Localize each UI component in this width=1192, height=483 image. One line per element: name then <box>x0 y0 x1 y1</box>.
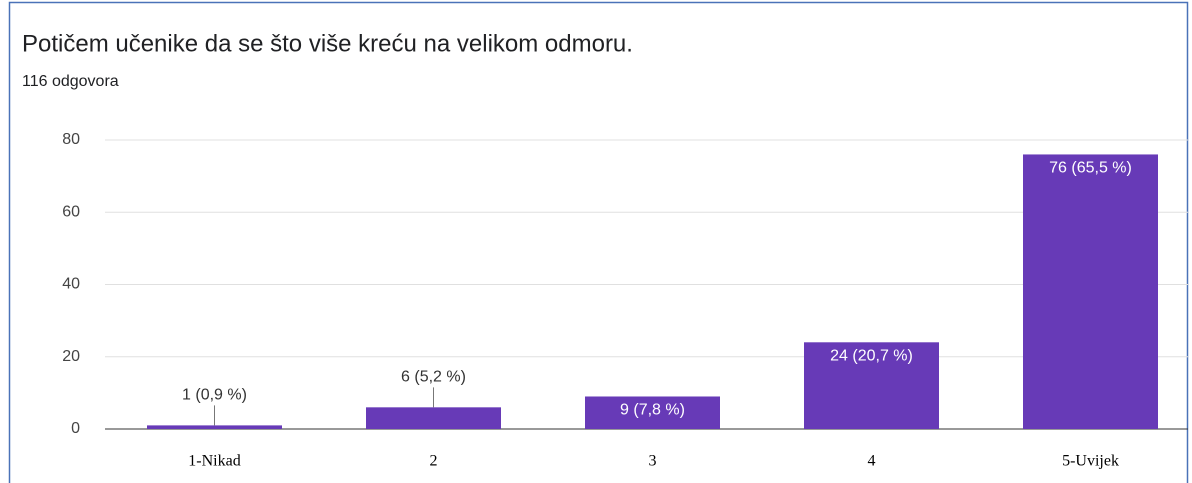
x-tick-label: 5-Uvijek <box>1062 453 1119 470</box>
value-label: 6 (5,2 %) <box>401 369 466 386</box>
bar <box>147 425 282 429</box>
y-tick-label: 40 <box>62 276 80 293</box>
bar <box>1023 154 1158 429</box>
frame <box>8 1 1189 483</box>
value-label: 9 (7,8 %) <box>620 402 685 419</box>
chart-subtitle: 116 odgovora <box>22 73 119 90</box>
y-tick-label: 60 <box>62 203 80 220</box>
x-tick-label: 4 <box>868 453 876 470</box>
x-tick-label: 3 <box>649 453 657 470</box>
value-label: 1 (0,9 %) <box>182 387 247 404</box>
value-label: 24 (20,7 %) <box>830 348 913 365</box>
y-tick-label: 80 <box>62 131 80 148</box>
y-tick-label: 20 <box>62 348 80 365</box>
x-tick-label: 2 <box>430 453 438 470</box>
bar <box>585 396 720 429</box>
y-tick-label: 0 <box>71 420 80 437</box>
x-tick-label: 1-Nikad <box>188 453 240 470</box>
value-label: 76 (65,5 %) <box>1049 160 1132 177</box>
chart-title: Potičem učenike da se što više kreću na … <box>22 30 633 57</box>
bar <box>804 342 939 429</box>
bar <box>366 407 501 429</box>
